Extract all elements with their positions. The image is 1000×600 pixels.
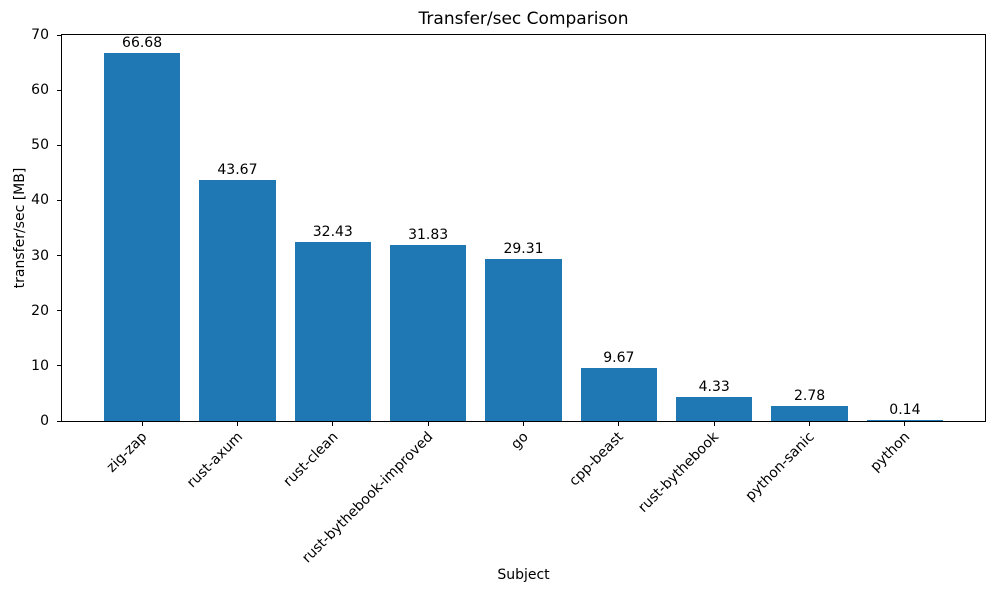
y-tick-label: 50 (31, 137, 49, 154)
bar-rust-axum (199, 180, 276, 421)
x-tick-label: cpp-beast (566, 429, 628, 490)
y-tick-mark (57, 365, 62, 367)
bar-rust-bythebook-improved (390, 245, 467, 421)
y-tick-label: 0 (40, 413, 49, 429)
x-tick-mark (618, 421, 620, 426)
y-tick-mark (57, 199, 62, 201)
bar-rust-clean (294, 242, 371, 421)
y-tick-mark (57, 89, 62, 91)
bar-python-sanic (771, 405, 848, 421)
bar-value-label: 29.31 (503, 241, 544, 258)
y-tick-label: 30 (31, 247, 49, 264)
x-tick-mark (332, 421, 334, 426)
y-tick-label: 10 (31, 357, 49, 374)
y-tick-label: 40 (31, 192, 49, 209)
bar-value-label: 2.78 (793, 387, 826, 404)
x-tick-mark (427, 421, 429, 426)
bar-value-label: 31.83 (408, 227, 449, 244)
y-tick-label: 60 (31, 82, 49, 99)
x-tick-mark (236, 421, 238, 426)
bar-cpp-beast (580, 367, 657, 421)
bar-value-label: 9.67 (603, 349, 635, 366)
plot-area: 66.68 43.67 32.43 31.83 29.31 9.67 4.33 2.78 0.1… (61, 34, 986, 422)
bar-zig-zap (103, 53, 181, 421)
chart-title: Transfer/sec Comparison (418, 9, 629, 29)
x-tick-label: rust-axum (183, 429, 246, 492)
x-axis-label: Subject (497, 567, 550, 583)
x-tick-mark (141, 421, 143, 426)
x-tick-label: python (867, 429, 914, 475)
x-tick-label: python-sanic (742, 429, 818, 505)
y-axis-label: transfer/sec [MB] (12, 167, 28, 289)
y-tick-label: 70 (31, 27, 49, 43)
x-tick-label: rust-bythebook (635, 429, 723, 516)
x-tick-mark (904, 421, 906, 426)
bar-value-label: 0.14 (889, 402, 921, 419)
bar-rust-bythebook (676, 397, 753, 421)
y-tick-mark (57, 255, 62, 257)
x-tick-label: go (508, 429, 532, 453)
y-tick-label: 20 (31, 302, 49, 319)
bar-value-label: 66.68 (122, 35, 163, 52)
x-tick-mark (713, 421, 715, 426)
bar-value-label: 4.33 (698, 379, 730, 396)
x-tick-label: rust-clean (280, 429, 342, 490)
bar-python (866, 420, 944, 421)
y-tick-mark (57, 34, 62, 36)
y-tick-mark (57, 420, 62, 422)
bar-value-label: 32.43 (312, 224, 353, 241)
x-tick-mark (523, 421, 524, 426)
x-tick-label: zig-zap (103, 429, 151, 476)
x-tick-mark (809, 421, 811, 426)
y-tick-mark (57, 310, 62, 312)
y-tick-mark (57, 144, 62, 146)
bar-go (485, 259, 562, 421)
bar-value-label: 43.67 (217, 162, 258, 179)
